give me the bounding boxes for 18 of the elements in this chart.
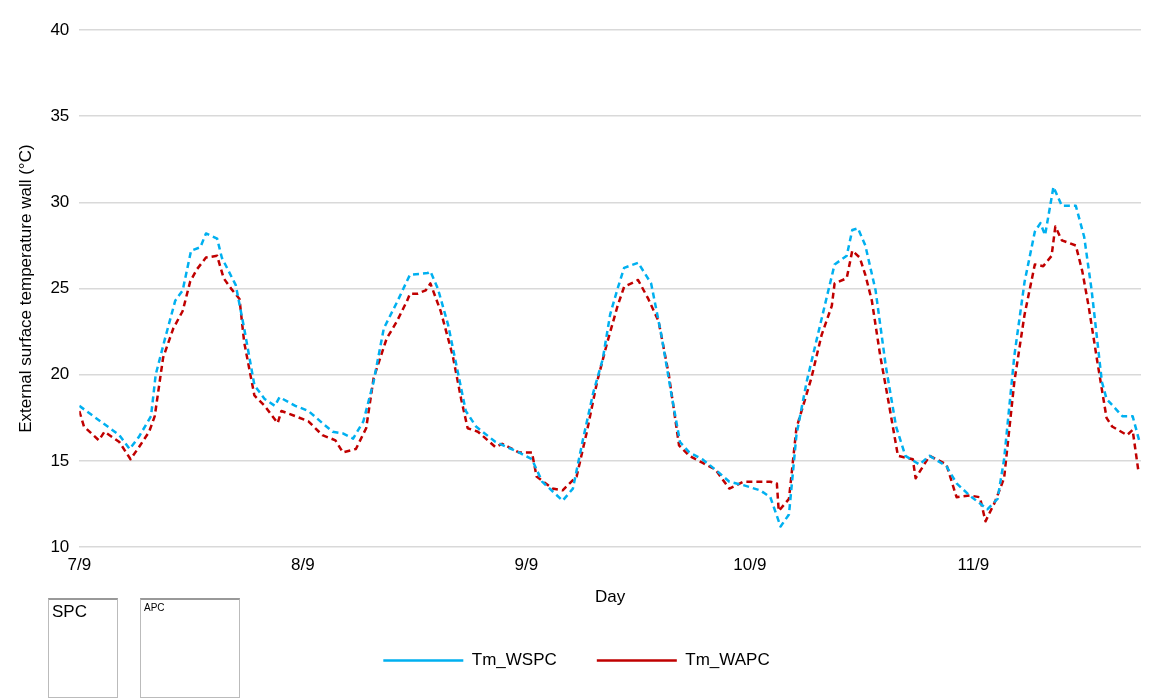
y-tick-label: 35 (50, 105, 70, 125)
y-tick-label: 10 (50, 536, 70, 556)
x-tick-label: 7/9 (67, 555, 92, 575)
y-tick-label: 20 (50, 364, 70, 384)
y-tick-label: 30 (50, 192, 70, 212)
text: SPC (48, 598, 118, 698)
text: APC (140, 598, 240, 698)
x-axis-title: Day (595, 587, 626, 607)
x-tick-label: 8/9 (291, 555, 315, 575)
y-tick-label: 25 (50, 278, 70, 298)
x-tick-label: 9/9 (514, 555, 539, 575)
y-axis-title: External surface temperature wall (°C) (15, 144, 35, 433)
y-tick-label: 40 (50, 19, 70, 39)
legend-label: Tm_WAPC (685, 650, 770, 670)
legend-label: Tm_WSPC (471, 650, 557, 670)
y-tick-label: 15 (50, 450, 70, 470)
x-tick-label: 10/9 (733, 555, 767, 575)
x-tick-label: 11/9 (957, 555, 990, 575)
